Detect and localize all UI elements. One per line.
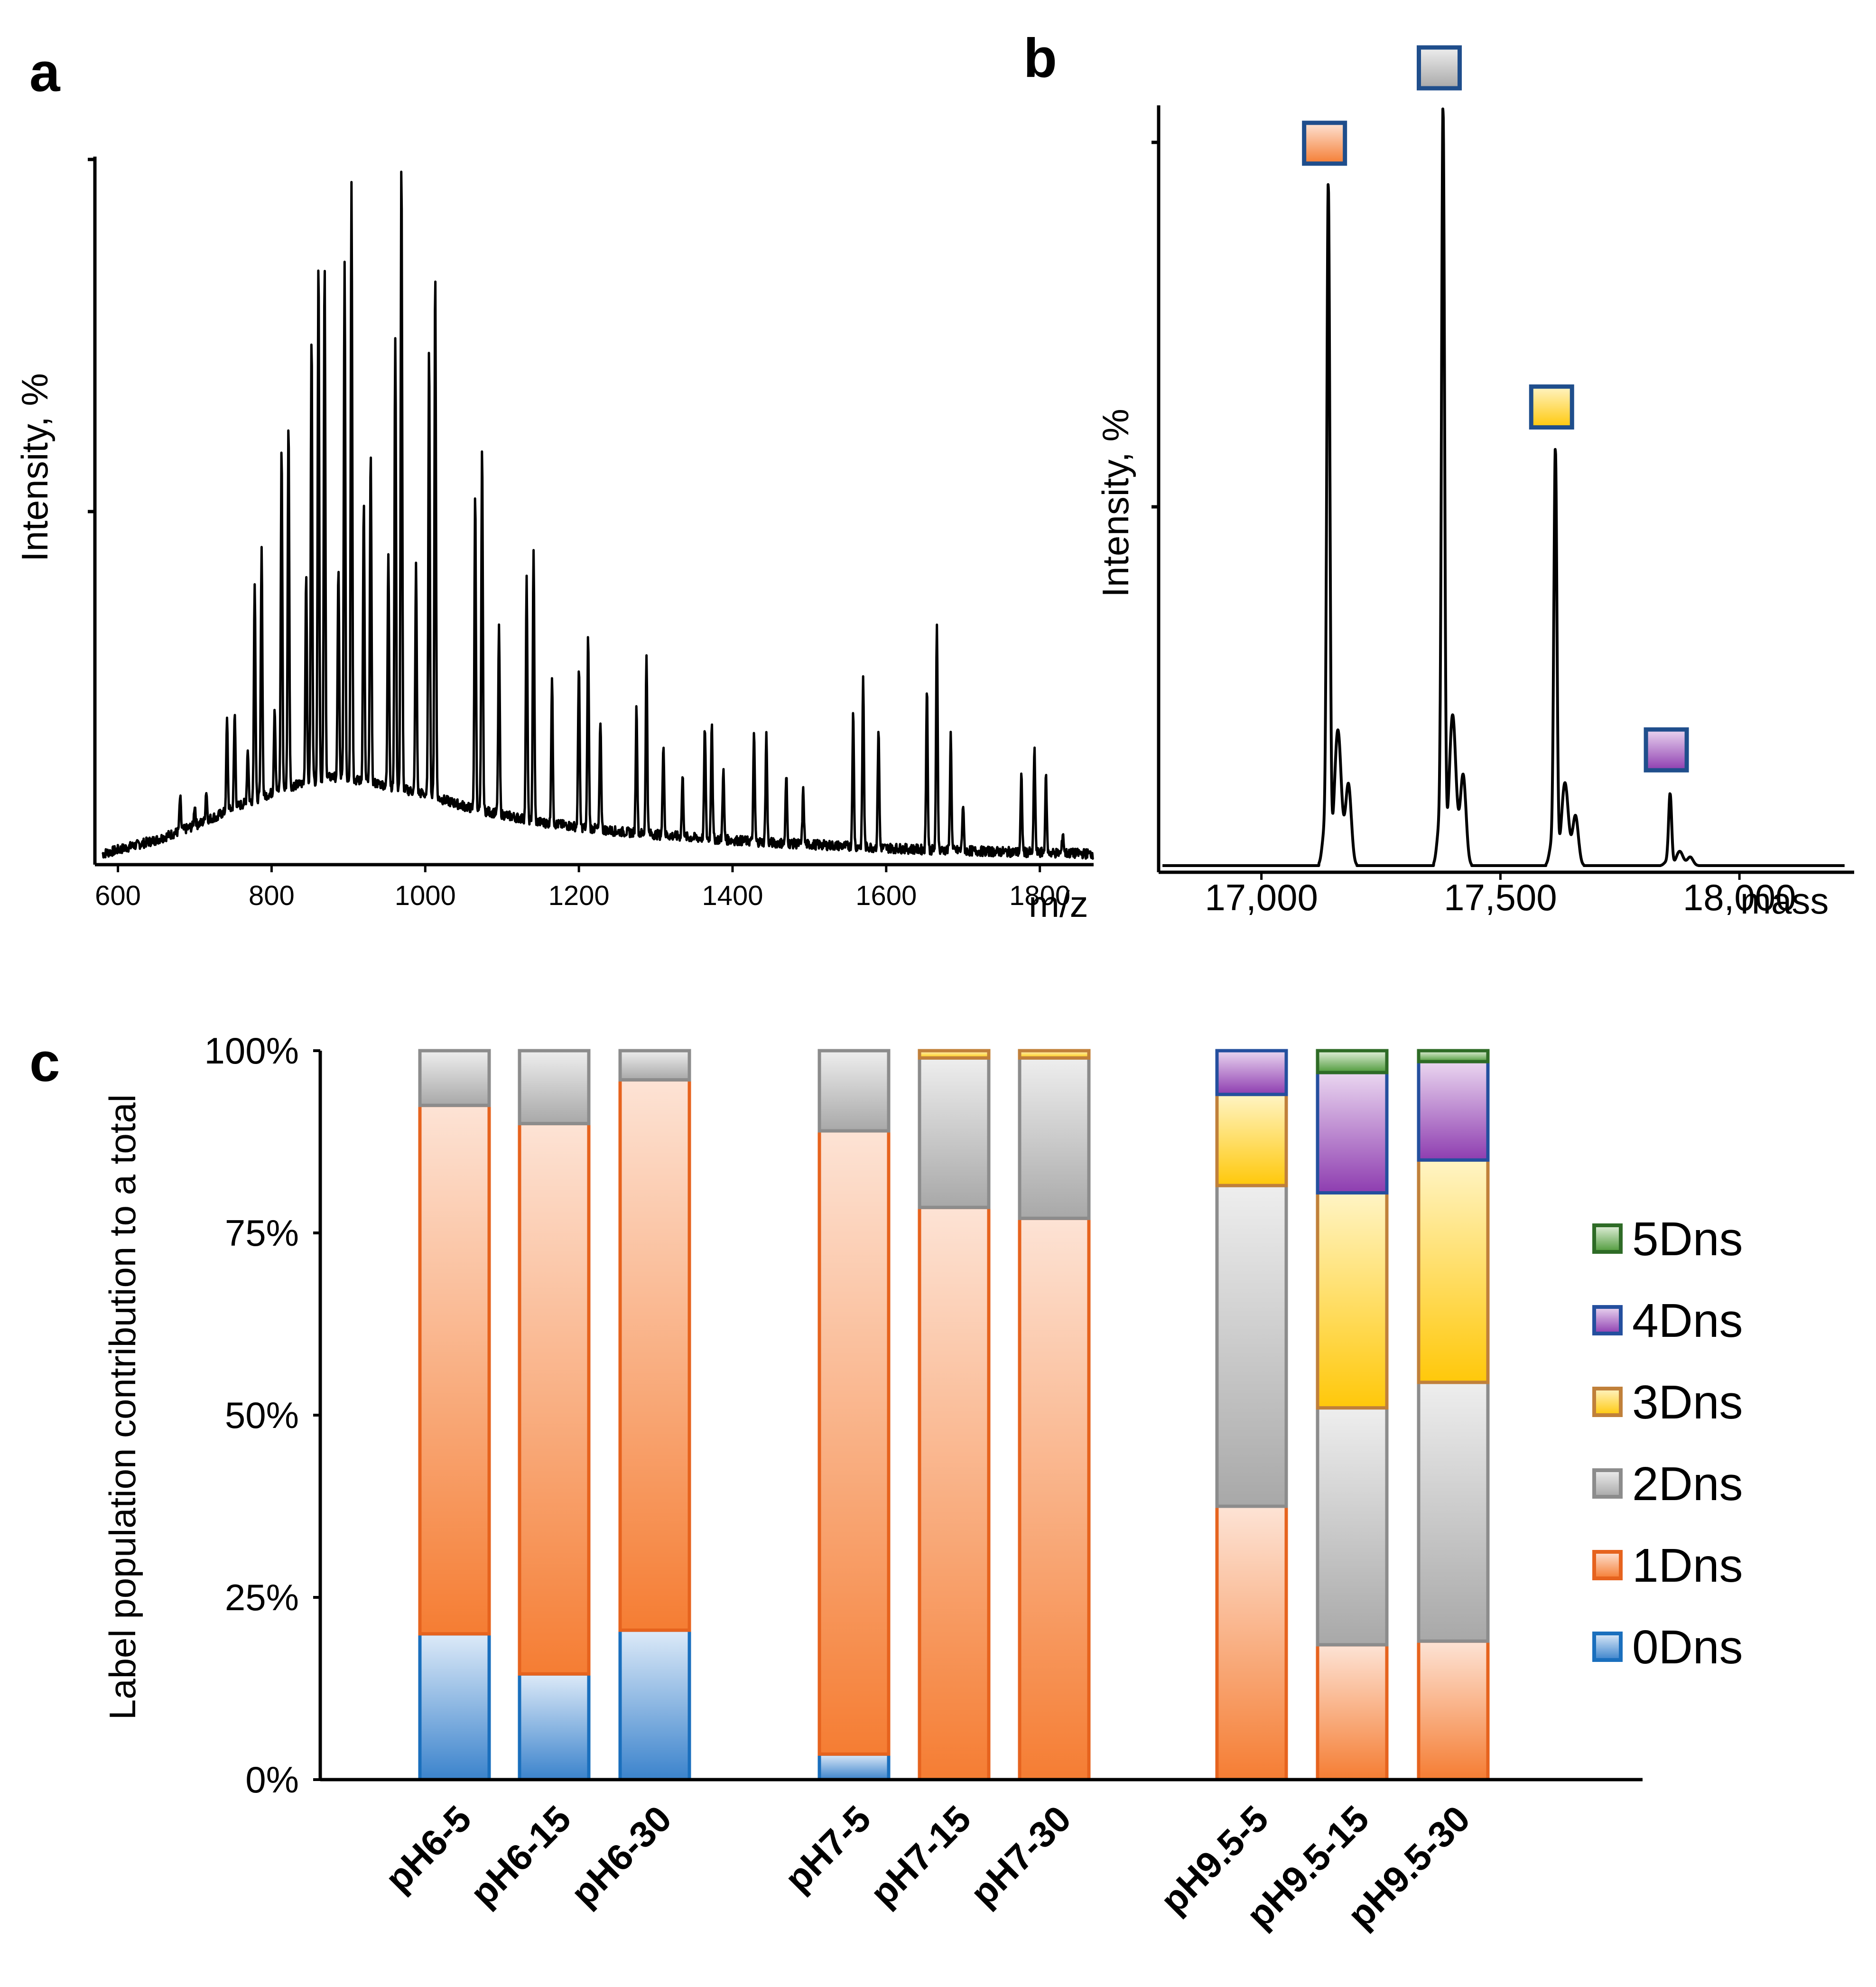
panel-a-x-tick-label: 1200: [548, 880, 610, 911]
bar-segment-pH6-15-2Dns: [518, 1049, 591, 1126]
panel-b-peak-marker-4Dns: [1644, 727, 1689, 773]
bar-segment-pH7-30-2Dns: [1018, 1056, 1091, 1220]
panel-b-label: b: [1023, 27, 1057, 89]
panel-b-y-axis-title: Intensity, %: [1095, 409, 1136, 597]
panel-b-peak-marker-1Dns: [1302, 121, 1347, 166]
panel-a-x-axis-title: m/z: [1029, 883, 1088, 925]
panel-b-x-ticks: 17,000 17,500 18,000: [1205, 872, 1796, 918]
panel-a-x-tick-label: 1000: [395, 880, 456, 911]
panel-c-category-label: pH6-30: [563, 1798, 679, 1914]
panel-a-x-tick-label: 1800: [1009, 880, 1070, 911]
panel-b-x-tick-label: 18,000: [1683, 877, 1796, 918]
bar-segment-pH7-5-2Dns: [817, 1049, 891, 1133]
panel-c: c Label population contribution to a tot…: [29, 1030, 1743, 1936]
panel-c-y-tick-label: 25%: [225, 1577, 299, 1618]
panel-a-x-tick-label: 600: [95, 880, 141, 911]
panel-c-legend: 5Dns 4Dns 3Dns 2Dns 1Dns 0Dns: [1592, 1213, 1743, 1674]
panel-a-spectrum-line: [102, 170, 1095, 860]
legend-swatch-0Dns: [1592, 1632, 1623, 1662]
legend-swatch-5Dns: [1592, 1223, 1623, 1254]
bar-segment-pH9.5-30-2Dns: [1417, 1381, 1490, 1643]
panel-a-x-tick-label: 1400: [702, 880, 763, 911]
legend-swatch-4Dns: [1592, 1305, 1623, 1335]
panel-c-bars: [418, 1049, 1490, 1782]
bar-segment-pH9.5-15-2Dns: [1316, 1406, 1389, 1647]
bar-segment-pH9.5-5-4Dns: [1215, 1049, 1288, 1096]
bar-segment-pH6-30-1Dns: [618, 1078, 691, 1632]
bar-segment-pH9.5-5-1Dns: [1215, 1504, 1288, 1782]
bar-segment-pH6-30-2Dns: [618, 1049, 691, 1082]
panel-b-peak-marker-3Dns: [1529, 384, 1574, 430]
bar-segment-pH7-30-1Dns: [1018, 1216, 1091, 1782]
panel-b: b Intensity, % 17,000 17,500 18,000 mass: [1023, 27, 1854, 922]
bar-segment-pH6-5-0Dns: [418, 1632, 491, 1782]
panel-c-y-tick-label: 50%: [225, 1394, 299, 1436]
panel-c-y-ticks: 0% 25% 50% 75% 100%: [204, 1030, 320, 1800]
bar-segment-pH6-15-0Dns: [518, 1672, 591, 1782]
bar-segment-pH9.5-30-1Dns: [1417, 1639, 1490, 1782]
panel-b-spectrum-line: [1161, 107, 1846, 867]
panel-a-x-tick-label: 800: [249, 880, 295, 911]
bar-segment-pH7-15-2Dns: [918, 1056, 991, 1209]
panel-c-y-tick-label: 75%: [225, 1212, 299, 1254]
bar-segment-pH6-5-1Dns: [418, 1103, 491, 1636]
panel-c-label: c: [29, 1031, 60, 1093]
bar-segment-pH6-30-0Dns: [618, 1628, 691, 1782]
panel-b-x-tick-label: 17,000: [1205, 877, 1318, 918]
panel-a-x-ticks: 600 800 1000 1200 1400 1600 1800: [95, 865, 1070, 911]
panel-c-y-axis-title: Label population contribution to a total: [102, 1094, 143, 1720]
legend-label-1Dns: 1Dns: [1632, 1539, 1743, 1592]
panel-c-category-label: pH6-15: [462, 1798, 579, 1914]
panel-b-x-axis-title: mass: [1740, 880, 1829, 922]
panel-c-y-tick-label: 0%: [245, 1759, 299, 1800]
bar-segment-pH6-5-2Dns: [418, 1049, 491, 1107]
panel-b-peak-marker-2Dns: [1416, 45, 1462, 91]
panel-a: a Intensity, % 600 800 1000 1200 1400 1600 180…: [14, 41, 1095, 925]
bar-segment-pH9.5-30-5Dns: [1417, 1049, 1490, 1063]
legend-label-4Dns: 4Dns: [1632, 1294, 1743, 1347]
panel-a-label: a: [29, 41, 61, 103]
bar-segment-pH9.5-15-1Dns: [1316, 1643, 1389, 1782]
panel-c-y-tick-label: 100%: [204, 1030, 299, 1072]
legend-swatch-2Dns: [1592, 1468, 1623, 1499]
panel-a-y-axis-title: Intensity, %: [14, 373, 56, 561]
bar-segment-pH9.5-30-4Dns: [1417, 1060, 1490, 1162]
legend-label-0Dns: 0Dns: [1632, 1621, 1743, 1674]
legend-swatch-3Dns: [1592, 1387, 1623, 1417]
bar-segment-pH9.5-15-5Dns: [1316, 1049, 1389, 1074]
bar-segment-pH9.5-30-3Dns: [1417, 1158, 1490, 1384]
bar-segment-pH9.5-15-3Dns: [1316, 1191, 1389, 1410]
panel-b-x-tick-label: 17,500: [1444, 877, 1557, 918]
legend-label-3Dns: 3Dns: [1632, 1376, 1743, 1429]
panel-c-category-label: pH7-30: [962, 1798, 1079, 1914]
legend-swatch-1Dns: [1592, 1550, 1623, 1580]
bar-segment-pH6-15-1Dns: [518, 1122, 591, 1676]
legend-label-2Dns: 2Dns: [1632, 1457, 1743, 1511]
bar-segment-pH7-30-3Dns: [1018, 1049, 1091, 1060]
bar-segment-pH9.5-15-4Dns: [1316, 1071, 1389, 1195]
bar-segment-pH7-15-1Dns: [918, 1205, 991, 1782]
legend-label-5Dns: 5Dns: [1632, 1213, 1743, 1266]
bar-segment-pH7-5-1Dns: [817, 1129, 891, 1756]
bar-segment-pH9.5-5-2Dns: [1215, 1184, 1288, 1508]
bar-segment-pH7-15-3Dns: [918, 1049, 991, 1060]
panel-c-category-label: pH7-15: [862, 1798, 979, 1914]
panel-b-peak-markers: [1302, 45, 1689, 773]
bar-segment-pH9.5-5-3Dns: [1215, 1092, 1288, 1187]
bar-segment-pH7-5-0Dns: [817, 1752, 891, 1782]
panel-a-x-tick-label: 1600: [855, 880, 917, 911]
